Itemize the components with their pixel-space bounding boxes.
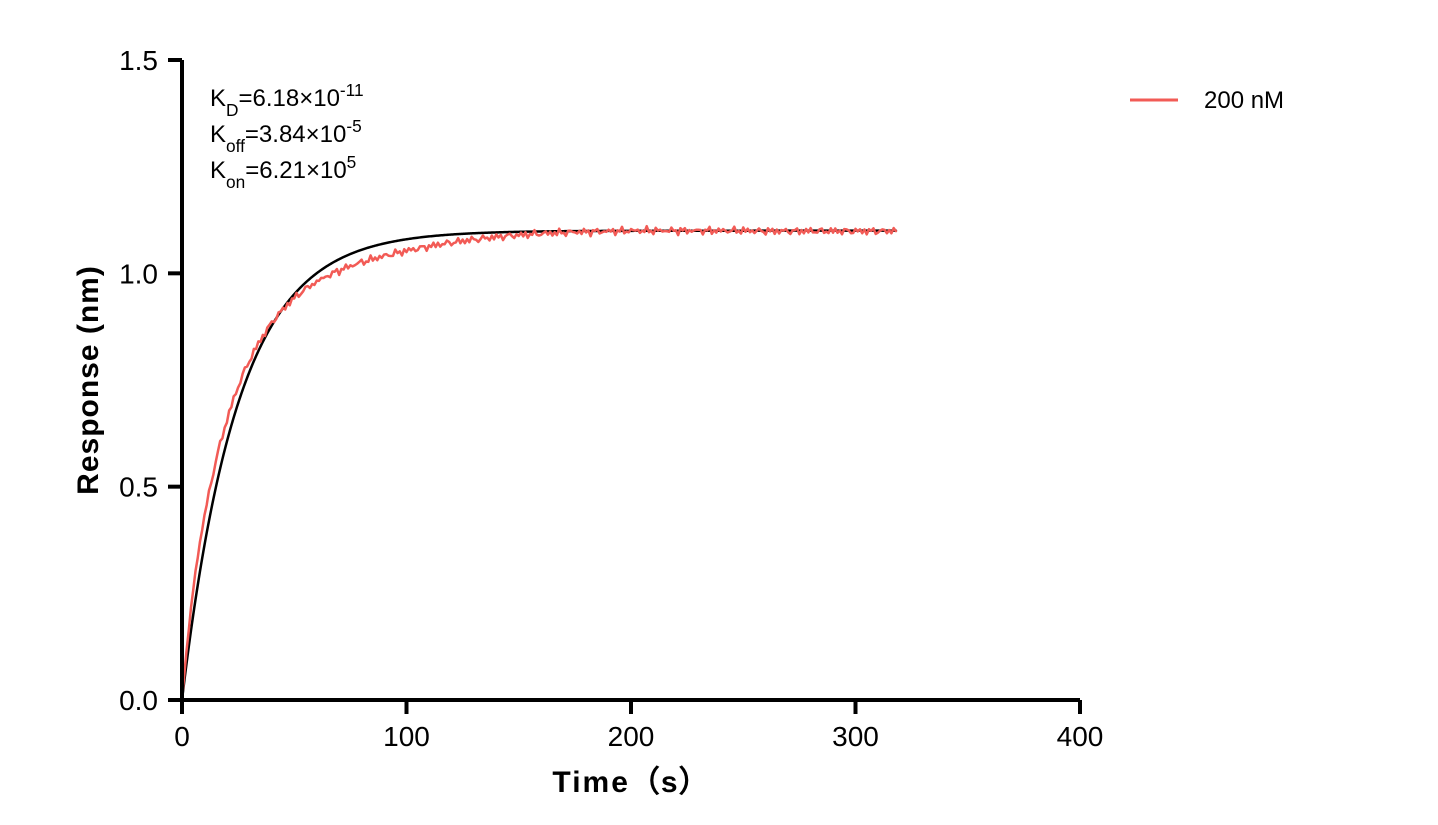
y-tick-label: 0.0 bbox=[119, 685, 158, 716]
x-tick-label: 100 bbox=[383, 721, 430, 752]
x-tick-label: 0 bbox=[174, 721, 190, 752]
y-tick-label: 1.0 bbox=[119, 258, 158, 289]
x-tick-label: 400 bbox=[1057, 721, 1104, 752]
y-tick-label: 0.5 bbox=[119, 472, 158, 503]
y-axis-title: Response (nm) bbox=[72, 265, 105, 495]
x-axis-title: Time（s） bbox=[552, 765, 709, 799]
legend-label: 200 nM bbox=[1204, 87, 1284, 114]
binding-sensorgram-chart: 0 100 200 300 400 0.0 0.5 1.0 1.5 Time（s） Response… bbox=[0, 0, 1438, 825]
chart-svg: 0 100 200 300 400 0.0 0.5 1.0 1.5 Time（s） Response… bbox=[0, 0, 1438, 825]
x-tick-label: 300 bbox=[832, 721, 879, 752]
y-tick-label: 1.5 bbox=[119, 45, 158, 76]
x-tick-label: 200 bbox=[608, 721, 655, 752]
